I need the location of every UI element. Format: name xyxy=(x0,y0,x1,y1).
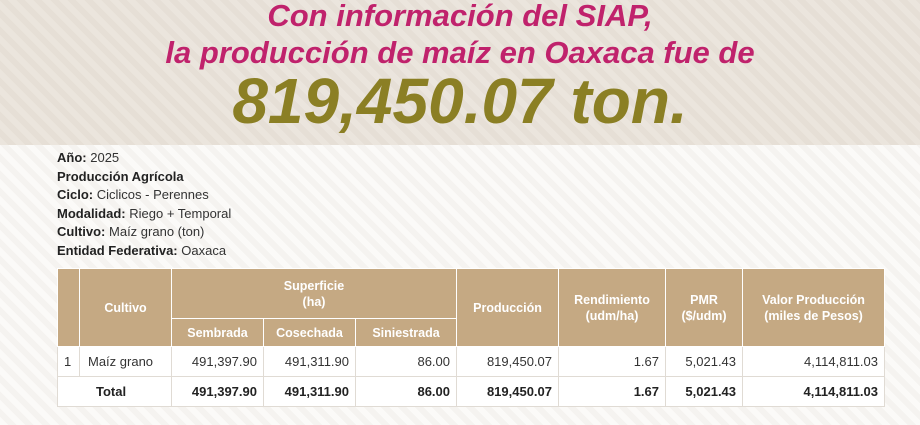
header-text: PMR xyxy=(690,292,718,307)
total-row: Total 491,397.90 491,311.90 86.00 819,450.07… xyxy=(57,376,886,407)
header-cell: Sembrada xyxy=(171,318,264,347)
info-label: Cultivo: xyxy=(57,224,106,239)
table-cell: 4,114,811.03 xyxy=(742,346,886,377)
info-label: Modalidad: xyxy=(57,205,126,221)
title-line: Con información del SIAP, xyxy=(267,0,653,33)
table-cell: 4,114,811.03 xyxy=(742,376,886,407)
header-text: (udm/ha) xyxy=(585,308,639,323)
table-cell: 86.00 xyxy=(354,346,458,377)
header-text: Rendimiento xyxy=(574,292,650,307)
header-cell xyxy=(57,268,80,347)
info-label: Ciclo: xyxy=(57,187,94,202)
banner-background xyxy=(0,0,920,145)
info-line: Ciclo: Ciclicos - Perennes xyxy=(57,186,231,205)
header-cell: Producción xyxy=(456,268,560,347)
header-cell: Valor Producción (miles de Pesos) xyxy=(742,268,886,347)
header-text: ($/udm) xyxy=(681,308,727,323)
header-cell: Rendimiento (udm/ha) xyxy=(558,268,667,347)
table-cell: Total xyxy=(57,376,172,407)
table-row: 1 Maíz grano 491,397.90 491,311.90 86.00 819,… xyxy=(57,346,886,377)
table-cell: 491,311.90 xyxy=(263,346,356,377)
table-cell: 1.67 xyxy=(558,346,667,377)
highlight: 819,450.07 ton. xyxy=(232,65,688,137)
info-value: Riego + Temporal xyxy=(129,205,232,221)
info-line: Cultivo: Maíz grano (ton) xyxy=(57,223,231,242)
header-text: Valor Producción xyxy=(762,292,865,307)
info-value: 2025 xyxy=(90,150,120,165)
info-line: Modalidad: Riego + Temporal xyxy=(57,205,231,224)
table-cell: 86.00 xyxy=(354,376,458,407)
info-line: Entidad Federativa: Oaxaca xyxy=(57,242,231,261)
data-table: Cultivo Superficie (ha) Producción Rendim… xyxy=(57,268,886,407)
header-cell: Cultivo xyxy=(79,268,172,347)
header-cell: Cosechada xyxy=(263,318,356,347)
header-cell: Superficie (ha) xyxy=(170,268,458,319)
table-cell: Maíz grano xyxy=(79,346,172,377)
info-value: Maíz grano (ton) xyxy=(109,224,205,239)
info-line: Año: 2025 xyxy=(57,149,231,168)
table-cell: 491,311.90 xyxy=(263,376,356,407)
table-cell: 491,397.90 xyxy=(171,376,264,407)
table-cell: 1 xyxy=(57,346,80,377)
header-text: (ha) xyxy=(302,294,326,309)
info-label: Producción Agrícola xyxy=(57,168,184,184)
info-value: Oaxaca xyxy=(181,242,227,258)
title-line: la producción de maíz en Oaxaca fue de xyxy=(165,35,755,70)
info-value: Ciclicos - Perennes xyxy=(96,187,209,202)
header-text: (miles de Pesos) xyxy=(764,308,863,323)
header-text: Superficie xyxy=(283,278,345,293)
table-cell: 1.67 xyxy=(558,376,667,407)
table-cell: 5,021.43 xyxy=(665,376,744,407)
table-body: 1 Maíz grano 491,397.90 491,311.90 86.00 819,… xyxy=(57,346,886,407)
info-label: Año: xyxy=(57,150,87,165)
table-cell: 5,021.43 xyxy=(665,346,744,377)
info-block: Año: 2025 Producción Agrícola Ciclo: Cicli… xyxy=(57,149,231,260)
table-cell: 819,450.07 xyxy=(456,346,560,377)
table-cell: 819,450.07 xyxy=(456,376,560,407)
info-label: Entidad Federativa: xyxy=(57,242,178,258)
info-line: Producción Agrícola xyxy=(57,168,231,187)
header-cell: Siniestrada xyxy=(354,318,458,347)
table-cell: 491,397.90 xyxy=(171,346,264,377)
header-cell: PMR ($/udm) xyxy=(665,268,744,347)
